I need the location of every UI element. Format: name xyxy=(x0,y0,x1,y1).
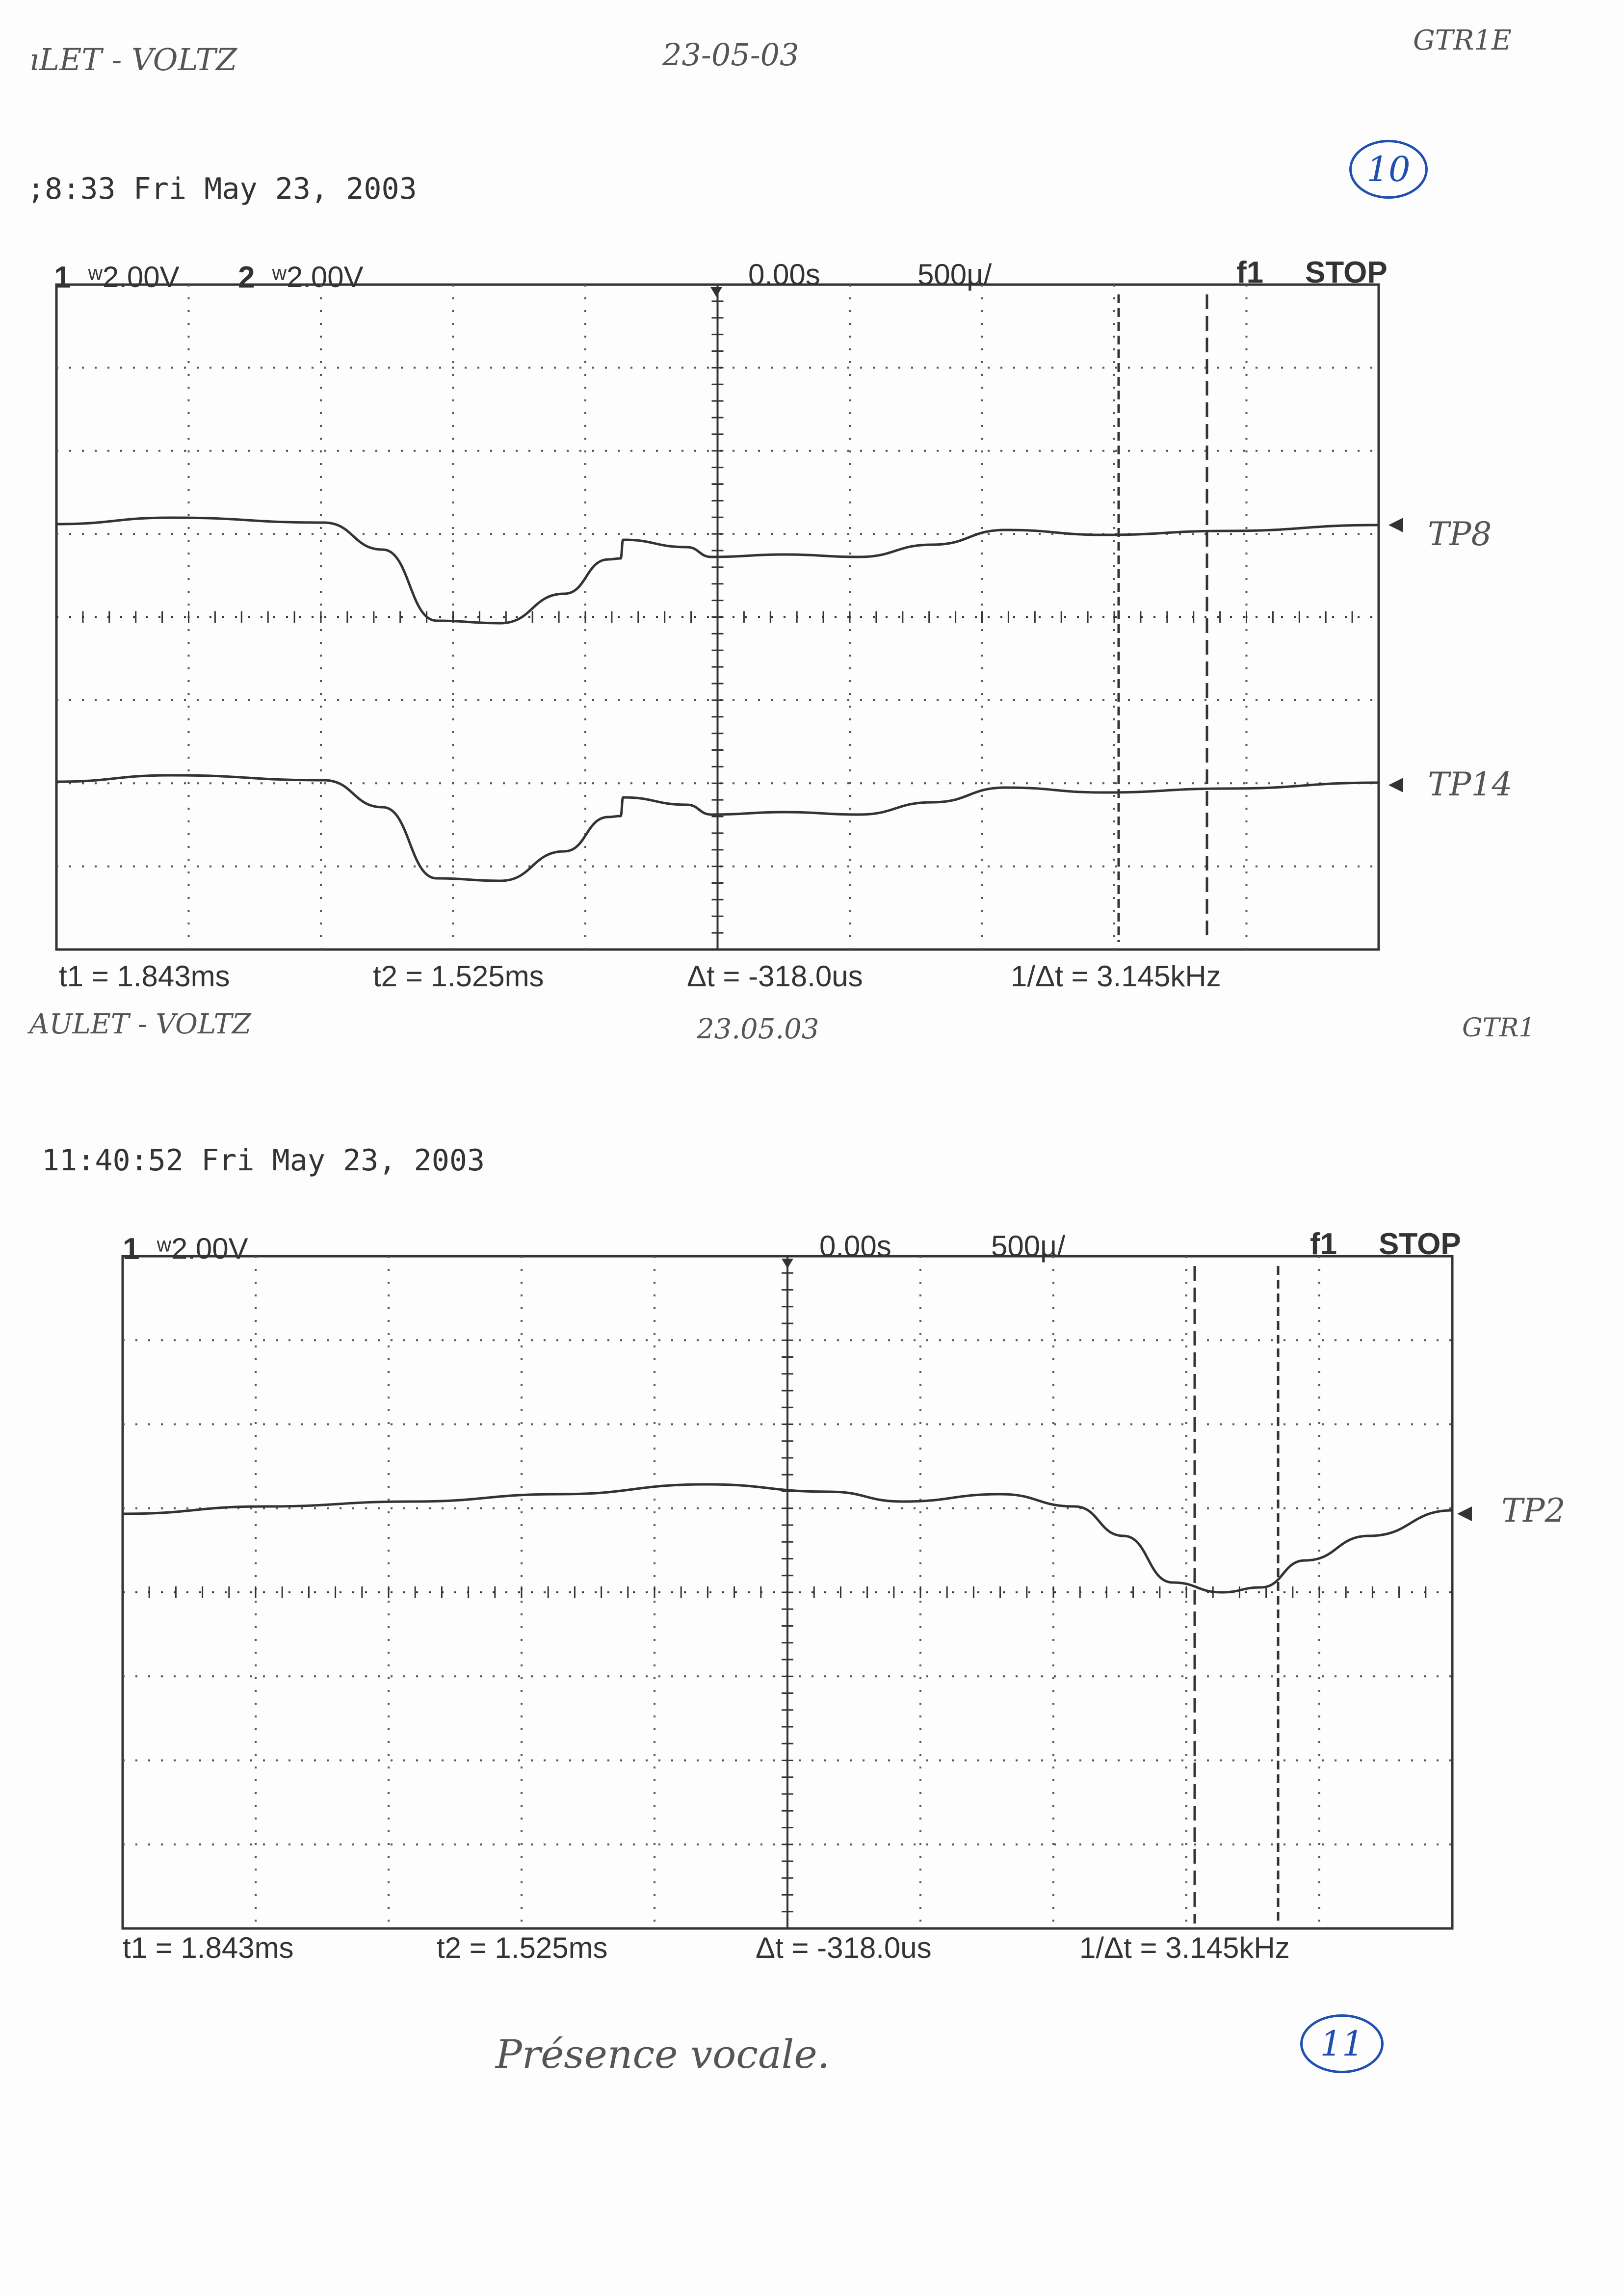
readout-t2-top: t2 = 1.525ms xyxy=(373,960,544,993)
handwritten-date-bottom: 23.05.03 xyxy=(697,1013,819,1045)
readout-dt-bottom: Δt = -318.0us xyxy=(756,1931,932,1964)
readout-t1-top: t1 = 1.843ms xyxy=(59,960,230,993)
page-number-circle-top: 10 xyxy=(1349,140,1428,199)
trace-ch2-top xyxy=(56,774,1379,882)
readout-t1-bottom: t1 = 1.843ms xyxy=(123,1931,294,1964)
handwritten-note: Présence vocale. xyxy=(496,2031,830,2077)
readout-freq-bottom: 1/Δt = 3.145kHz xyxy=(1079,1931,1290,1964)
ground-marker-ch1-bottom xyxy=(1457,1506,1472,1521)
timestamp-top: ;8:33 Fri May 23, 2003 xyxy=(27,172,417,206)
readout-dt-top: Δt = -318.0us xyxy=(687,960,863,993)
graticule-bottom xyxy=(122,1255,1453,1929)
ch2-label-top: 2 xyxy=(238,261,255,294)
trace-tag-tp2: TP2 xyxy=(1501,1492,1566,1530)
trace-ch1-bottom xyxy=(122,1483,1453,1594)
page-number-circle-bottom: 11 xyxy=(1300,2014,1384,2073)
trigger-marker-bottom xyxy=(782,1259,793,1268)
ch1-scale-top: ʷ2.00V xyxy=(88,261,180,293)
ground-marker-ch2-top xyxy=(1388,778,1403,792)
readout-freq-top: 1/Δt = 3.145kHz xyxy=(1011,960,1221,993)
trigger-marker-top xyxy=(710,287,722,297)
trace-tag-tp8: TP8 xyxy=(1428,515,1492,553)
page-number-bottom: 11 xyxy=(1320,2024,1364,2064)
page-number-top: 10 xyxy=(1366,149,1411,189)
handwritten-ref-top: GTR1E xyxy=(1413,25,1512,56)
ground-marker-ch1-top xyxy=(1388,518,1403,532)
handwritten-ref-bottom: GTR1 xyxy=(1462,1013,1535,1043)
ch2-scale-top: ʷ2.00V xyxy=(272,261,364,293)
ch1-label-bottom: 1 xyxy=(123,1232,140,1266)
readout-t2-bottom: t2 = 1.525ms xyxy=(437,1931,608,1964)
trace-ch1-top xyxy=(56,516,1379,625)
handwritten-date-top: 23-05-03 xyxy=(662,37,799,73)
graticule-top xyxy=(55,284,1380,950)
scope-screen-top xyxy=(55,283,1403,951)
handwritten-project-name-top: ıLET - VOLTZ xyxy=(29,42,237,78)
trace-tag-tp14: TP14 xyxy=(1428,765,1513,803)
ch1-scale-bottom: ʷ2.00V xyxy=(157,1232,248,1265)
scope-screen-bottom xyxy=(121,1255,1472,1930)
timestamp-bottom: 11:40:52 Fri May 23, 2003 xyxy=(42,1143,485,1178)
handwritten-project-name-bottom: AULET - VOLTZ xyxy=(29,1008,251,1040)
